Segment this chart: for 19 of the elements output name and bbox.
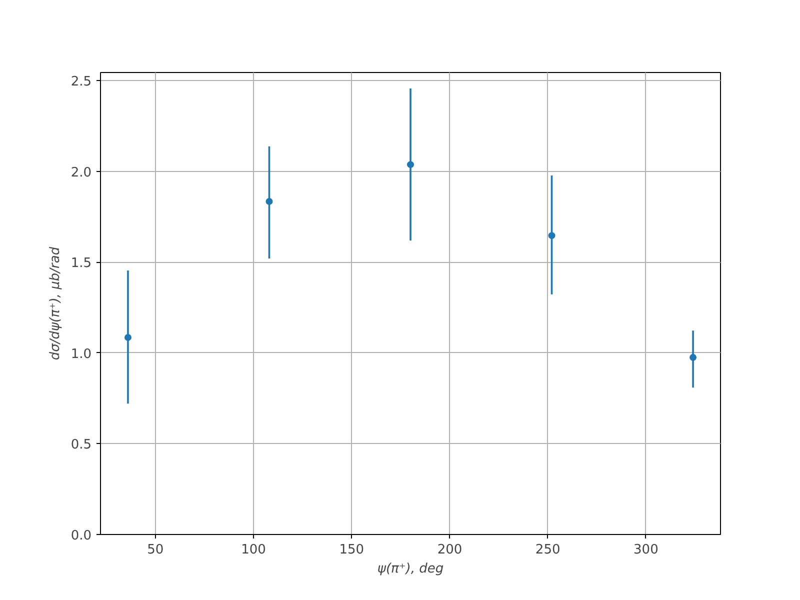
x-tick-label: 150	[339, 542, 364, 558]
x-tick-label: 300	[634, 542, 658, 558]
point	[548, 232, 556, 240]
y-tick-label: 1.0	[70, 346, 92, 362]
y-tick-label: 0.0	[70, 528, 92, 544]
y-tick-label: 0.5	[70, 438, 92, 453]
point	[124, 334, 132, 341]
point	[266, 198, 273, 205]
x-tick-label: 50	[147, 542, 164, 558]
point	[407, 161, 414, 168]
point	[690, 354, 697, 361]
x-tick-label: 100	[241, 542, 266, 558]
x-tick-label: 200	[437, 542, 462, 558]
x-axis-title: ψ(π⁺), deg	[377, 562, 444, 576]
y-tick-label: 2.0	[70, 165, 92, 180]
y-axis-title: dσ/dψ(π⁺), μb/rad	[48, 246, 63, 360]
x-tick-label: 250	[535, 542, 560, 558]
y-tick-label: 2.5	[70, 74, 92, 90]
y-tick-label: 1.5	[70, 256, 92, 272]
